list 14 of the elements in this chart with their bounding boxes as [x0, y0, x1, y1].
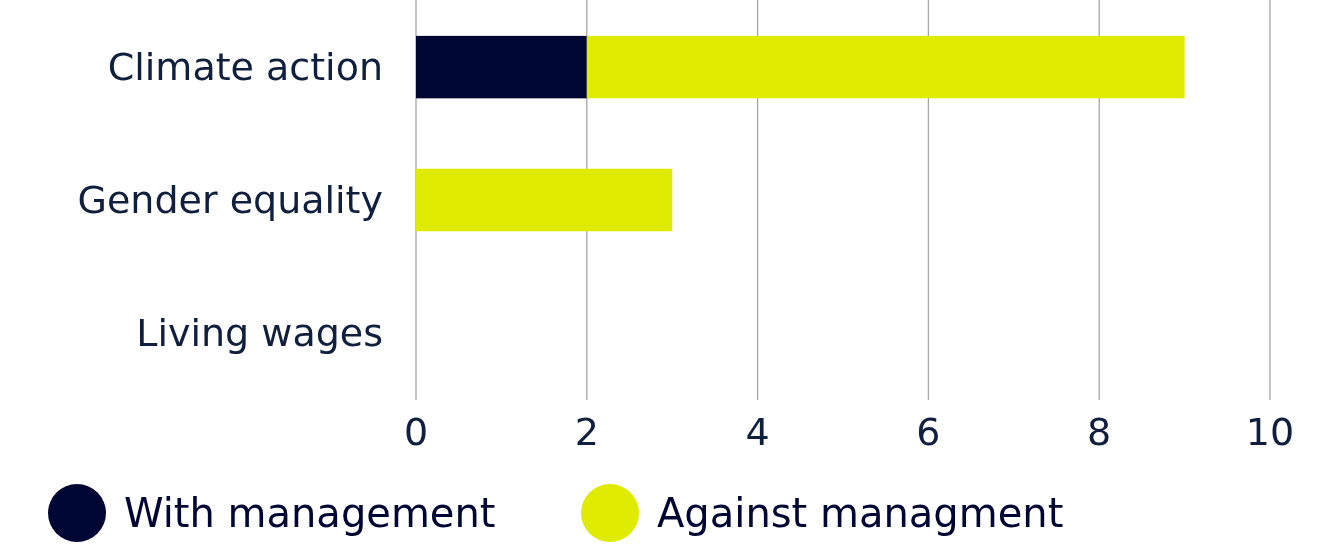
y-tick-label: Living wages	[136, 311, 383, 356]
bar	[416, 35, 587, 99]
x-tick-label: 8	[1087, 410, 1112, 454]
y-tick-label: Climate action	[107, 45, 383, 90]
legend-label: Against managment	[657, 490, 1064, 536]
x-tick-label: 0	[403, 410, 429, 454]
legend-label: With management	[124, 490, 496, 536]
y-tick-label: Gender equality	[77, 178, 383, 223]
x-tick-label: 6	[916, 410, 941, 454]
x-tick-label: 10	[1245, 410, 1295, 454]
x-tick-label: 2	[574, 410, 599, 454]
bar	[416, 168, 673, 232]
x-tick-label: 4	[745, 410, 770, 454]
bar	[586, 35, 1185, 99]
